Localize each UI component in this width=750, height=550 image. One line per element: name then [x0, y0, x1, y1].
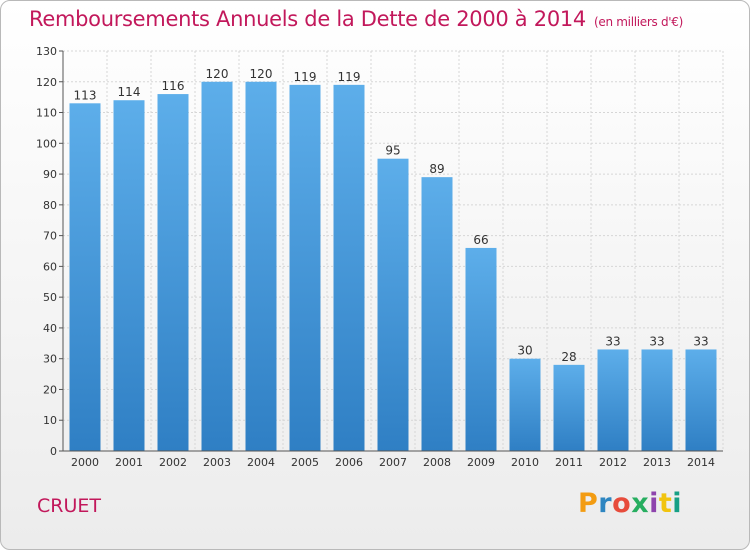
- y-tick-label: 80: [43, 199, 57, 212]
- bar: [465, 247, 497, 451]
- x-tick-label: 2012: [599, 456, 627, 469]
- bar: [597, 349, 629, 451]
- data-label: 116: [162, 79, 185, 93]
- logo-letter: P: [578, 488, 599, 519]
- data-label: 66: [473, 233, 488, 247]
- x-tick-label: 2000: [71, 456, 99, 469]
- x-tick-label: 2006: [335, 456, 363, 469]
- logo-letter: x: [631, 488, 650, 519]
- y-tick-label: 40: [43, 322, 57, 335]
- y-tick-label: 10: [43, 414, 57, 427]
- x-tick-label: 2007: [379, 456, 407, 469]
- chart-title-text: Remboursements Annuels de la Dette de 20…: [29, 7, 586, 31]
- y-tick-label: 130: [36, 45, 57, 58]
- bar: [377, 158, 409, 451]
- y-tick-label: 70: [43, 230, 57, 243]
- data-label: 28: [561, 350, 576, 364]
- proxiti-logo: Proxiti: [578, 488, 682, 519]
- bar: [113, 100, 145, 451]
- data-label: 119: [294, 70, 317, 84]
- x-tick-label: 2013: [643, 456, 671, 469]
- data-label: 30: [517, 344, 532, 358]
- bar: [553, 364, 585, 451]
- logo-letter: i: [672, 488, 683, 519]
- y-tick-label: 0: [50, 445, 57, 458]
- data-label: 33: [649, 334, 664, 348]
- bar: [201, 81, 233, 452]
- data-label: 33: [605, 334, 620, 348]
- logo-letter: t: [658, 488, 673, 519]
- x-tick-label: 2005: [291, 456, 319, 469]
- x-tick-label: 2014: [687, 456, 715, 469]
- bar: [333, 84, 365, 451]
- data-label: 95: [385, 144, 400, 158]
- y-tick-label: 120: [36, 76, 57, 89]
- x-tick-label: 2009: [467, 456, 495, 469]
- x-tick-label: 2001: [115, 456, 143, 469]
- logo-letter: i: [649, 488, 659, 519]
- y-tick-label: 90: [43, 168, 57, 181]
- x-tick-label: 2011: [555, 456, 583, 469]
- logo-letter: r: [598, 488, 613, 519]
- bar: [245, 81, 277, 452]
- y-tick-label: 60: [43, 260, 57, 273]
- bar: [157, 94, 189, 452]
- bar: [641, 349, 673, 451]
- x-tick-label: 2002: [159, 456, 187, 469]
- y-tick-label: 110: [36, 107, 57, 120]
- bar: [685, 349, 717, 451]
- data-label: 120: [250, 67, 273, 81]
- data-label: 33: [693, 334, 708, 348]
- bar: [509, 358, 541, 451]
- data-label: 120: [206, 67, 229, 81]
- chart-subtitle: (en milliers d'€): [594, 15, 684, 29]
- bar: [421, 177, 453, 451]
- data-label: 113: [74, 88, 97, 102]
- x-tick-label: 2003: [203, 456, 231, 469]
- x-tick-label: 2010: [511, 456, 539, 469]
- chart-title: Remboursements Annuels de la Dette de 20…: [29, 7, 683, 31]
- data-label: 119: [338, 70, 361, 84]
- y-tick-label: 30: [43, 353, 57, 366]
- data-label: 114: [118, 85, 141, 99]
- y-tick-label: 100: [36, 137, 57, 150]
- data-label: 89: [429, 162, 444, 176]
- commune-name: CRUET: [37, 495, 101, 517]
- bar: [289, 84, 321, 451]
- x-tick-label: 2008: [423, 456, 451, 469]
- y-tick-label: 50: [43, 291, 57, 304]
- bar: [69, 103, 101, 452]
- x-tick-label: 2004: [247, 456, 275, 469]
- logo-letter: o: [612, 488, 632, 519]
- y-tick-label: 20: [43, 383, 57, 396]
